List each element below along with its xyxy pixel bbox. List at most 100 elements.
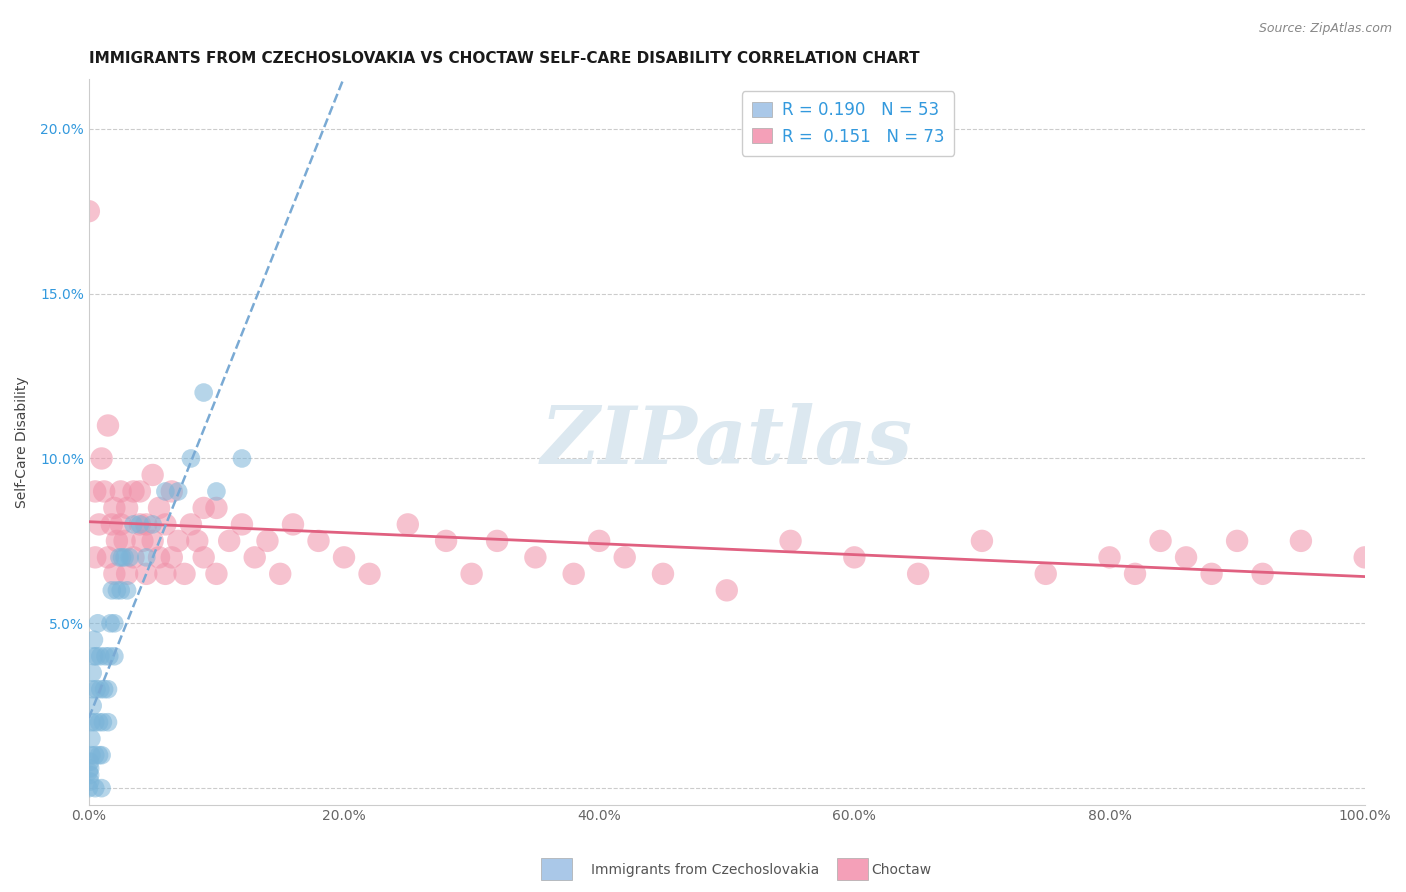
Point — [652, 566, 675, 581]
Point — [269, 566, 291, 581]
Legend: R = 0.190   N = 53, R =  0.151   N = 73: R = 0.190 N = 53, R = 0.151 N = 73 — [742, 91, 955, 155]
Point — [281, 517, 304, 532]
Point — [77, 764, 100, 779]
Point — [79, 768, 101, 782]
Point — [83, 649, 105, 664]
Point — [83, 632, 105, 647]
Point — [79, 774, 101, 789]
Point — [173, 566, 195, 581]
Point — [86, 682, 108, 697]
Point — [218, 533, 240, 548]
Text: Immigrants from Czechoslovakia: Immigrants from Czechoslovakia — [591, 863, 818, 877]
Point — [108, 550, 131, 565]
Point — [460, 566, 482, 581]
Point — [84, 484, 107, 499]
Point — [98, 649, 121, 664]
Point — [1251, 566, 1274, 581]
Point — [110, 484, 132, 499]
Point — [205, 500, 228, 515]
Point — [486, 533, 509, 548]
Point — [205, 566, 228, 581]
Point — [142, 533, 165, 548]
Text: IMMIGRANTS FROM CZECHOSLOVAKIA VS CHOCTAW SELF-CARE DISABILITY CORRELATION CHART: IMMIGRANTS FROM CZECHOSLOVAKIA VS CHOCTA… — [89, 51, 920, 66]
Point — [122, 484, 145, 499]
Point — [308, 533, 330, 548]
Point — [114, 550, 136, 565]
Point — [118, 550, 141, 565]
Point — [844, 550, 866, 565]
Point — [193, 500, 215, 515]
Point — [613, 550, 636, 565]
Point — [1035, 566, 1057, 581]
Point — [970, 533, 993, 548]
Point — [105, 533, 128, 548]
Point — [87, 748, 110, 763]
Point — [155, 517, 177, 532]
Point — [193, 550, 215, 565]
Point — [155, 566, 177, 581]
Point — [1226, 533, 1249, 548]
Point — [89, 682, 111, 697]
Point — [588, 533, 610, 548]
Point — [90, 451, 112, 466]
Point — [86, 649, 108, 664]
Point — [110, 583, 132, 598]
Point — [128, 517, 150, 532]
Point — [434, 533, 457, 548]
Point — [142, 517, 165, 532]
Text: Source: ZipAtlas.com: Source: ZipAtlas.com — [1258, 22, 1392, 36]
Point — [1175, 550, 1198, 565]
Point — [80, 731, 103, 746]
Point — [155, 484, 177, 499]
Point — [82, 665, 104, 680]
Point — [84, 781, 107, 796]
Point — [87, 616, 110, 631]
Point — [1289, 533, 1312, 548]
Point — [90, 748, 112, 763]
Point — [231, 517, 253, 532]
Text: Choctaw: Choctaw — [872, 863, 932, 877]
Point — [135, 566, 157, 581]
Point — [101, 583, 124, 598]
Point — [105, 583, 128, 598]
Point — [93, 682, 115, 697]
Point — [562, 566, 585, 581]
Point — [359, 566, 381, 581]
Point — [97, 715, 120, 730]
Point — [115, 500, 138, 515]
Point — [82, 682, 104, 697]
Point — [115, 583, 138, 598]
Point — [205, 484, 228, 499]
Point — [87, 517, 110, 532]
Point — [333, 550, 356, 565]
Point — [103, 500, 125, 515]
Point — [103, 649, 125, 664]
Point — [101, 517, 124, 532]
Point — [148, 500, 170, 515]
Point — [135, 517, 157, 532]
Point — [128, 517, 150, 532]
Point — [111, 550, 134, 565]
Point — [110, 517, 132, 532]
Point — [77, 781, 100, 796]
Point — [84, 748, 107, 763]
Point — [80, 715, 103, 730]
Point — [79, 761, 101, 775]
Point — [114, 533, 136, 548]
Point — [90, 781, 112, 796]
Point — [180, 451, 202, 466]
Point — [256, 533, 278, 548]
Point — [396, 517, 419, 532]
Point — [907, 566, 929, 581]
Point — [89, 649, 111, 664]
Point — [1098, 550, 1121, 565]
Point — [115, 566, 138, 581]
Point — [100, 616, 122, 631]
Point — [103, 616, 125, 631]
Point — [1123, 566, 1146, 581]
Point — [91, 715, 114, 730]
Point — [524, 550, 547, 565]
Point — [128, 484, 150, 499]
Point — [1354, 550, 1376, 565]
Point — [79, 755, 101, 769]
